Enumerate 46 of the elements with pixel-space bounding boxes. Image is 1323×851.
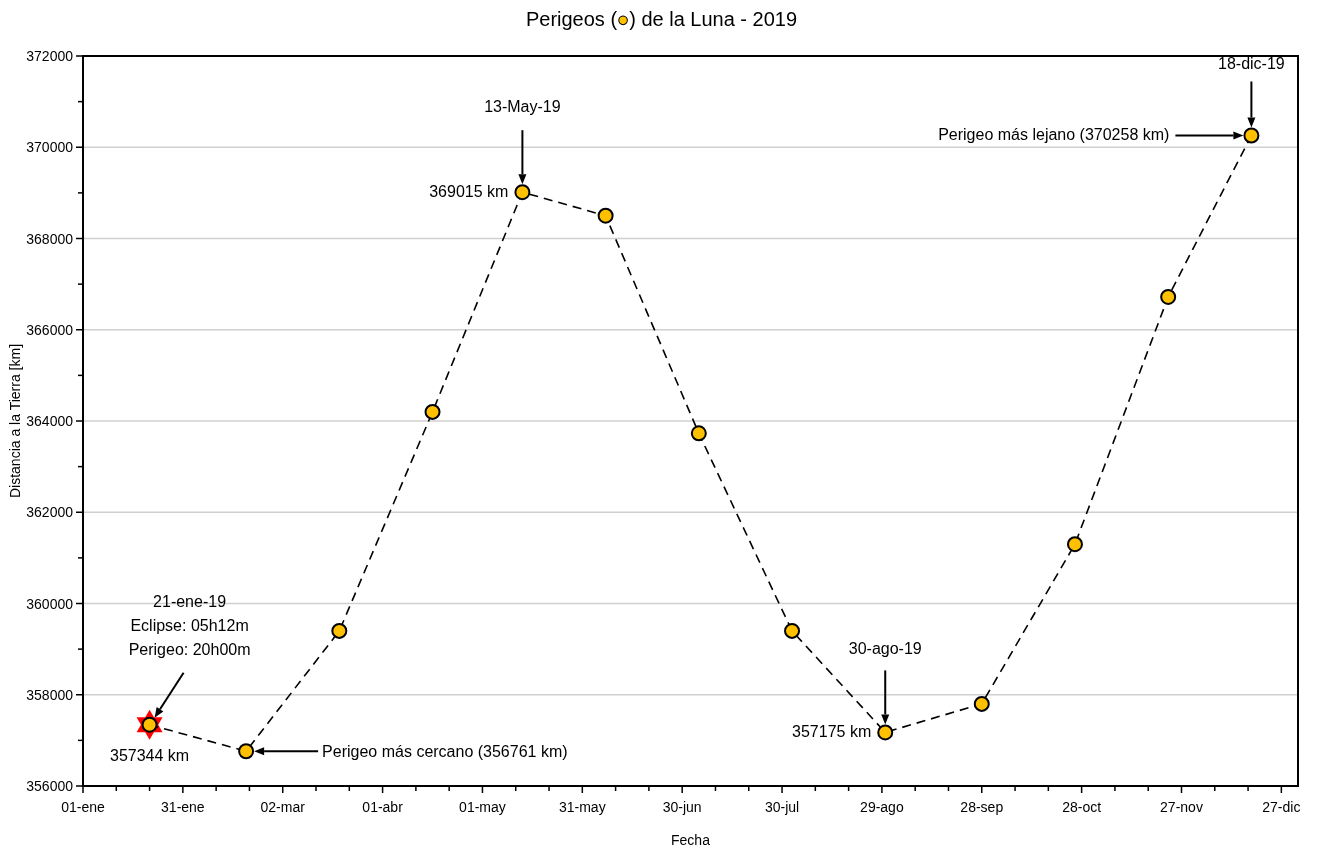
point — [1066, 536, 1083, 553]
x-tick-label: 31-ene — [161, 799, 205, 815]
x-tick-label: 29-ago — [860, 799, 904, 815]
chart-title: Perigeos (●) de la Luna - 2019 — [525, 8, 798, 30]
y-tick-label: 368000 — [26, 230, 74, 247]
annotation: 18-dic-19 — [1218, 55, 1285, 73]
annotation: 357344 km — [109, 746, 190, 764]
y-tick-label: 364000 — [26, 413, 74, 429]
point — [784, 622, 801, 639]
y-tick-label: 366000 — [26, 321, 74, 338]
annotation: 21-ene-19 Eclipse: 05h12m Perigeo: 20h00m — [128, 592, 251, 658]
y-tick-label: 356000 — [26, 778, 74, 794]
annotation: Perigeo más cercano (356761 km) — [322, 743, 568, 761]
x-tick-label: 27-dic — [1262, 799, 1301, 815]
point — [690, 425, 707, 442]
x-tick-label: 28-sep — [960, 799, 1004, 815]
x-tick-label: 30-jul — [764, 799, 800, 815]
y-tick-label: 360000 — [26, 595, 74, 612]
x-tick-label: 01-ene — [61, 799, 106, 815]
point — [331, 622, 348, 639]
x-tick-label: 28-oct — [1062, 799, 1102, 815]
x-tick-label: 01-abr — [362, 799, 404, 815]
y-tick-label: 370000 — [26, 139, 74, 156]
annotation: 13-May-19 — [484, 98, 561, 116]
annotation: 357175 km — [792, 723, 872, 741]
y-tick-label: 372000 — [26, 48, 74, 64]
annotation: Perigeo más lejano (370258 km) — [938, 126, 1170, 144]
point — [597, 207, 614, 224]
x-tick-label: 31-may — [558, 799, 606, 815]
x-tick-label: 02-mar — [260, 799, 306, 815]
x-tick-label: 27-nov — [1160, 799, 1203, 815]
y-tick-label: 358000 — [26, 686, 74, 703]
x-axis-title: Fecha — [671, 832, 711, 848]
point — [1243, 127, 1260, 144]
x-tick-label: 01-may — [459, 799, 506, 815]
point — [424, 403, 441, 420]
point — [973, 695, 990, 712]
annotation: 30-ago-19 — [848, 640, 922, 658]
annotation: 369015 km — [429, 183, 509, 201]
point — [514, 184, 531, 201]
point — [877, 724, 894, 741]
x-tick-label: 30-jun — [662, 799, 702, 815]
y-tick-label: 362000 — [26, 504, 74, 521]
y-axis-title: Distancia a la Tierra [km] — [7, 343, 23, 499]
point — [238, 743, 255, 760]
point — [1160, 288, 1177, 305]
